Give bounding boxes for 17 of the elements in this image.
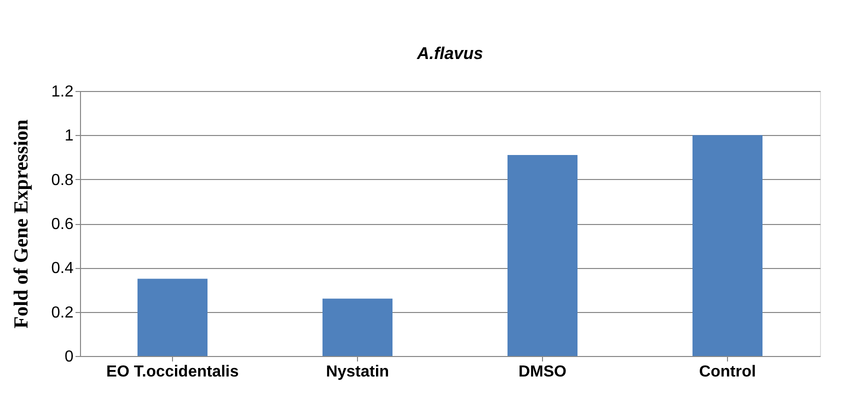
y-axis-title: Fold of Gene Expression bbox=[10, 119, 32, 329]
y-tick-label: 1 bbox=[64, 128, 74, 145]
bar bbox=[692, 135, 762, 356]
y-tick-label: 0.4 bbox=[51, 260, 74, 278]
bar bbox=[322, 298, 392, 356]
x-tick-label: EO T.occidentalis bbox=[106, 364, 239, 380]
y-tick-label: 0 bbox=[64, 348, 74, 366]
bar bbox=[508, 155, 578, 356]
chart-title: A.flavus bbox=[416, 44, 484, 63]
x-tick-label: Nystatin bbox=[326, 364, 390, 380]
y-tick-label: 0.2 bbox=[51, 304, 74, 322]
x-tick-label: DMSO bbox=[518, 364, 566, 380]
y-tick-label: 0.8 bbox=[51, 172, 74, 189]
y-tick-label: 0.6 bbox=[51, 216, 74, 233]
bar bbox=[138, 278, 208, 356]
y-tick-label: 1.2 bbox=[51, 84, 74, 100]
x-tick-label: Control bbox=[699, 364, 756, 380]
